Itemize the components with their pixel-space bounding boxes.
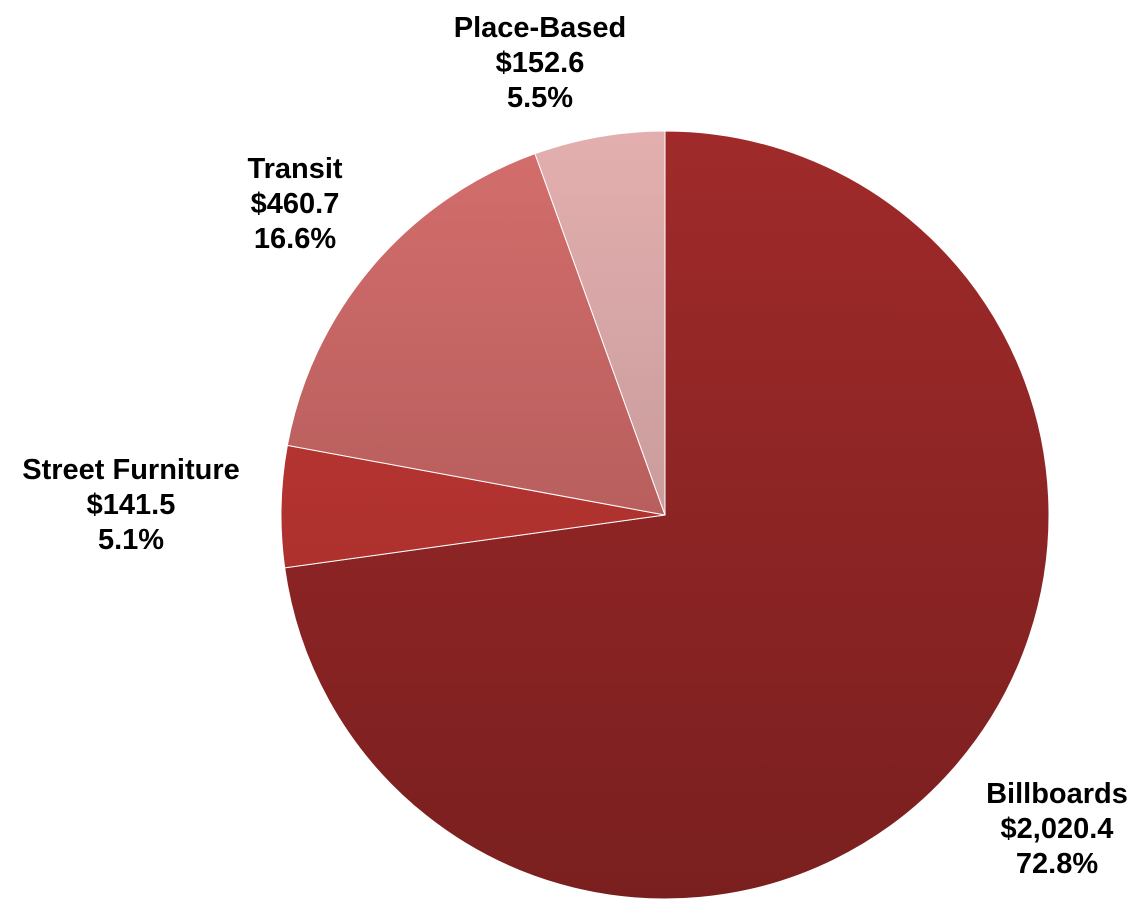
slice-percent-transit: 16.6%	[254, 223, 336, 255]
slice-percent-street-furniture: 5.1%	[98, 524, 164, 556]
slice-place-based	[534, 130, 666, 516]
slice-name-transit: Transit	[247, 153, 342, 185]
slice-value-billboards: $2,020.4	[1001, 813, 1114, 845]
slice-label-transit: Transit $460.7 16.6%	[247, 153, 342, 255]
pie-slices	[280, 130, 1050, 899]
slice-label-billboards: Billboards $2,020.4 72.8%	[986, 778, 1128, 880]
slice-name-billboards: Billboards	[986, 778, 1128, 810]
slice-transit	[286, 153, 666, 516]
slice-value-place-based: $152.6	[496, 47, 585, 79]
slice-label-street-furniture: Street Furniture $141.5 5.1%	[22, 454, 240, 556]
slice-value-transit: $460.7	[251, 188, 340, 220]
slice-value-street-furniture: $141.5	[87, 489, 176, 521]
slice-name-place-based: Place-Based	[454, 12, 627, 44]
slice-billboards	[284, 130, 1050, 899]
slice-percent-billboards: 72.8%	[1016, 848, 1098, 880]
slice-name-street-furniture: Street Furniture	[22, 454, 240, 486]
slice-percent-place-based: 5.5%	[507, 82, 573, 114]
slice-label-place-based: Place-Based $152.6 5.5%	[454, 12, 627, 114]
